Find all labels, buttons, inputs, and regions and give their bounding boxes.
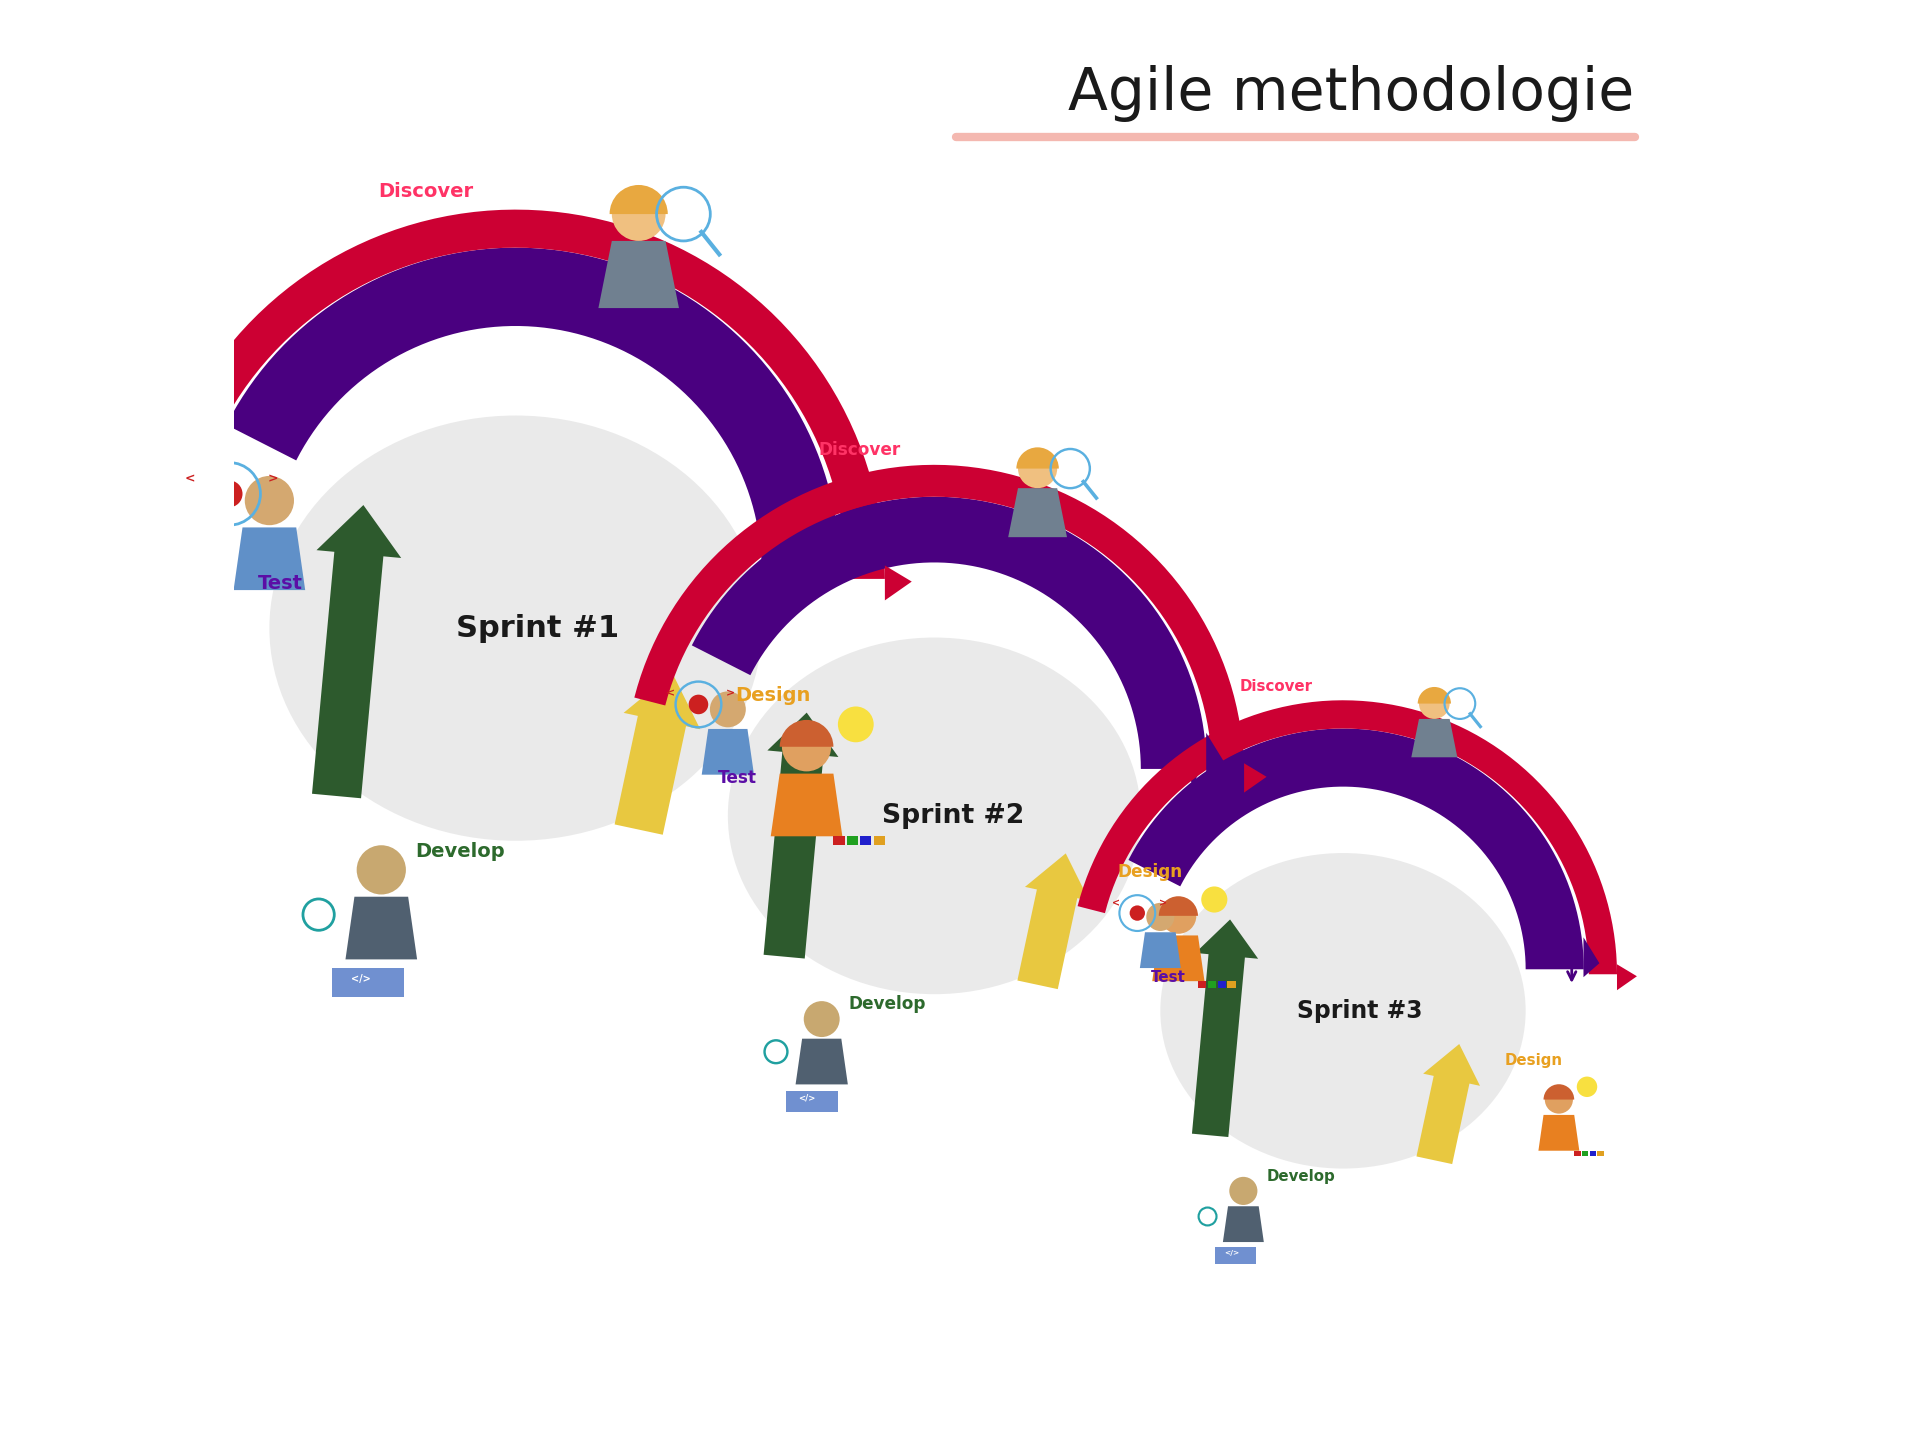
- Circle shape: [1147, 902, 1174, 931]
- Circle shape: [216, 481, 243, 507]
- Circle shape: [837, 706, 874, 742]
- Polygon shape: [771, 774, 843, 836]
- Polygon shape: [834, 836, 845, 845]
- Circle shape: [1130, 905, 1145, 921]
- Polygon shape: [346, 897, 417, 959]
- Polygon shape: [839, 529, 860, 583]
- Text: >: >: [1159, 898, 1166, 908]
- FancyArrow shape: [1017, 853, 1090, 989]
- Text: Discover: Discover: [1241, 680, 1314, 695]
- Circle shape: [612, 188, 665, 241]
- Polygon shape: [692, 497, 1206, 768]
- Polygon shape: [1597, 1151, 1604, 1155]
- Polygon shape: [1581, 1151, 1589, 1155]
- Circle shape: [1161, 898, 1197, 934]
- Polygon shape: [1589, 1151, 1597, 1155]
- Text: >: >: [268, 472, 277, 485]
- Polygon shape: [847, 836, 858, 845]
- Polygon shape: [1216, 1248, 1256, 1264]
- Polygon shape: [1245, 764, 1266, 793]
- Polygon shape: [226, 248, 839, 572]
- Polygon shape: [1539, 1115, 1579, 1151]
- Polygon shape: [1128, 729, 1583, 969]
- Polygon shape: [1153, 936, 1205, 980]
- Text: Design: Design: [736, 686, 811, 705]
- Text: Develop: Develop: [1268, 1170, 1336, 1184]
- Wedge shape: [610, 185, 667, 214]
- Circle shape: [803, 1001, 839, 1037]
- Text: Design: Design: [1505, 1053, 1562, 1069]
- Text: Test: Test: [258, 573, 304, 593]
- Text: <: <: [1111, 898, 1120, 908]
- Text: Sprint #3: Sprint #3: [1296, 999, 1423, 1022]
- Text: Sprint #1: Sprint #1: [457, 614, 619, 643]
- Ellipse shape: [1161, 853, 1526, 1168]
- Polygon shape: [1218, 980, 1226, 988]
- Text: </>: </>: [1224, 1251, 1239, 1256]
- FancyArrow shape: [1417, 1044, 1480, 1164]
- Circle shape: [358, 845, 405, 894]
- Wedge shape: [780, 721, 834, 747]
- Circle shape: [245, 477, 294, 526]
- Circle shape: [1017, 449, 1057, 488]
- Text: Develop: Develop: [415, 842, 505, 862]
- Ellipse shape: [270, 416, 761, 840]
- Polygon shape: [1199, 980, 1206, 988]
- Text: Develop: Develop: [849, 995, 925, 1012]
- Text: Agile methodologie: Agile methodologie: [1069, 65, 1635, 123]
- Circle shape: [1201, 887, 1228, 913]
- Polygon shape: [874, 836, 885, 845]
- Polygon shape: [1140, 933, 1182, 967]
- Circle shape: [688, 695, 707, 715]
- Circle shape: [782, 722, 832, 771]
- Circle shape: [1419, 689, 1449, 719]
- Text: </>: </>: [352, 973, 371, 983]
- FancyArrow shape: [1191, 920, 1258, 1136]
- Text: Test: Test: [1151, 970, 1185, 985]
- Polygon shape: [1208, 980, 1216, 988]
- Polygon shape: [1008, 488, 1067, 537]
- FancyArrow shape: [763, 713, 837, 959]
- FancyArrow shape: [312, 505, 402, 799]
- Text: Discover: Discover: [379, 182, 474, 201]
- Polygon shape: [885, 566, 912, 601]
- Polygon shape: [333, 969, 403, 998]
- Polygon shape: [1583, 937, 1600, 978]
- FancyArrow shape: [614, 673, 700, 835]
- Polygon shape: [1574, 1151, 1581, 1155]
- Text: <: <: [665, 689, 675, 699]
- Text: >: >: [727, 689, 736, 699]
- Text: Design: Design: [1119, 864, 1184, 881]
- Circle shape: [1577, 1077, 1597, 1097]
- Text: Discover: Discover: [818, 440, 901, 459]
- Polygon shape: [1224, 1206, 1264, 1242]
- Polygon shape: [1078, 700, 1618, 975]
- Wedge shape: [1159, 897, 1199, 915]
- Polygon shape: [795, 1038, 847, 1084]
- Text: </>: </>: [799, 1093, 816, 1103]
- Circle shape: [1545, 1086, 1574, 1113]
- Wedge shape: [1543, 1084, 1574, 1099]
- Text: <: <: [184, 472, 195, 485]
- Text: Sprint #2: Sprint #2: [881, 803, 1025, 829]
- Polygon shape: [598, 241, 679, 308]
- Polygon shape: [1228, 980, 1235, 988]
- Ellipse shape: [728, 638, 1141, 993]
- Polygon shape: [786, 1092, 837, 1112]
- Circle shape: [1229, 1177, 1258, 1204]
- Polygon shape: [860, 836, 872, 845]
- Polygon shape: [233, 527, 306, 591]
- Wedge shape: [1017, 448, 1059, 468]
- Polygon shape: [702, 729, 753, 774]
- Text: Test: Test: [717, 770, 757, 787]
- Polygon shape: [1206, 732, 1224, 778]
- Circle shape: [709, 692, 746, 728]
- Polygon shape: [159, 209, 885, 579]
- Wedge shape: [1417, 687, 1451, 703]
- Polygon shape: [1618, 965, 1637, 991]
- Polygon shape: [1411, 719, 1457, 757]
- Polygon shape: [635, 465, 1245, 774]
